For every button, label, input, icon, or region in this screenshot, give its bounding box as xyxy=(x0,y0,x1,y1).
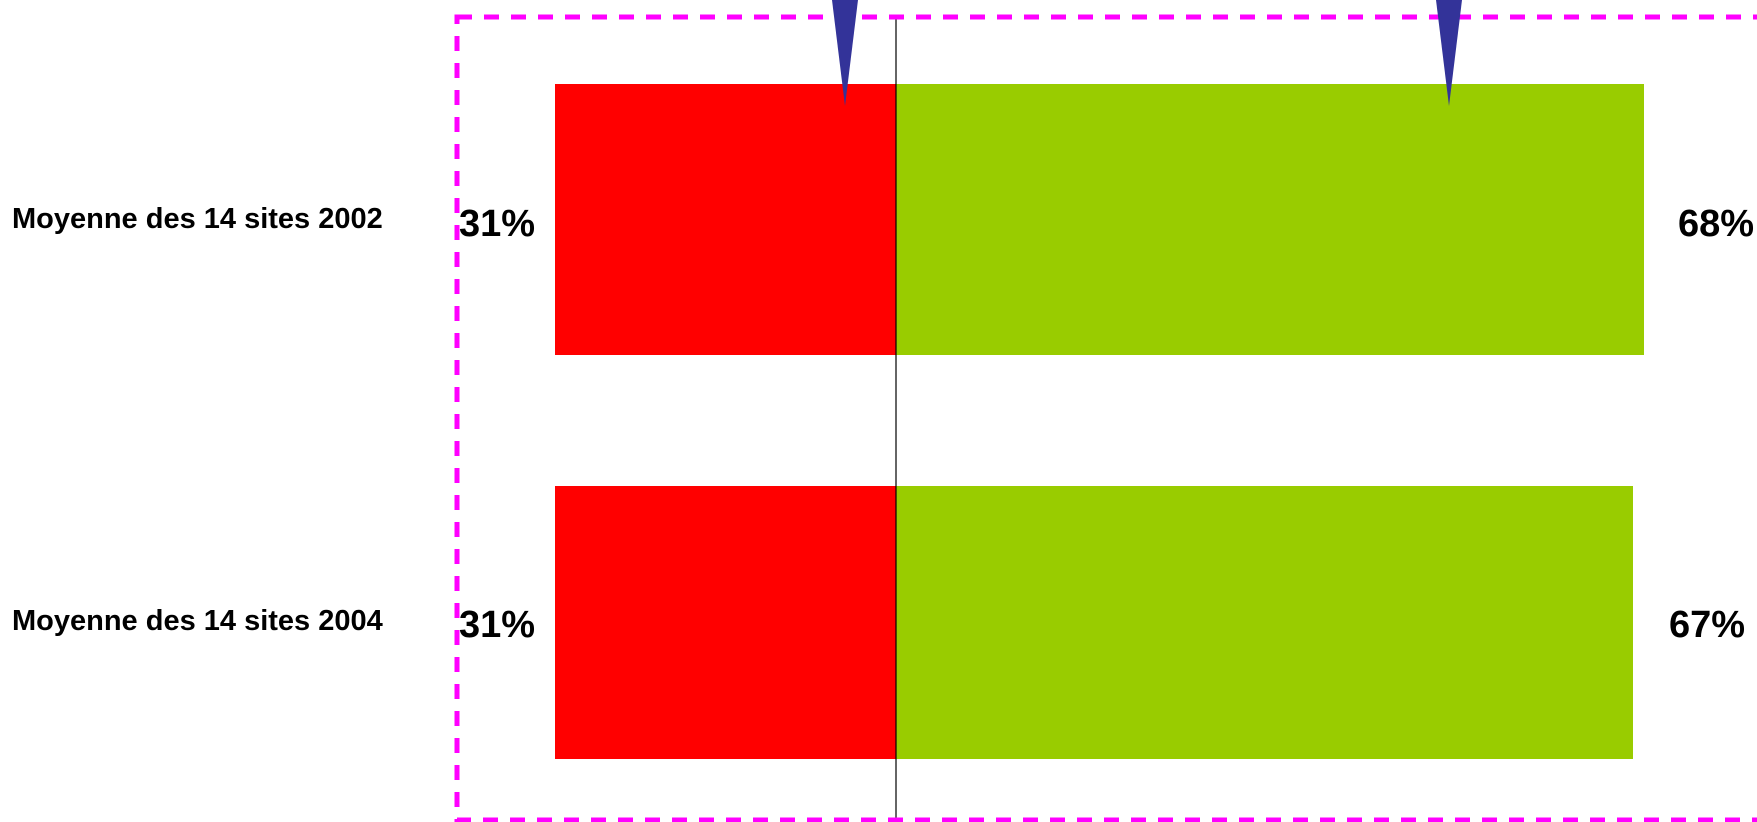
data-label: 31% xyxy=(459,604,535,646)
bar-segment xyxy=(896,486,1633,759)
data-label: 31% xyxy=(459,203,535,245)
bar-segment xyxy=(896,84,1644,355)
category-label: Moyenne des 14 sites 2002 xyxy=(12,203,383,235)
markers-group xyxy=(832,0,1462,106)
data-label: 68% xyxy=(1678,203,1754,245)
category-label: Moyenne des 14 sites 2004 xyxy=(12,605,383,637)
bar-segment xyxy=(555,84,896,355)
triangle-marker xyxy=(832,0,858,106)
triangle-marker xyxy=(1436,0,1462,106)
bar-segment xyxy=(555,486,896,759)
data-label: 67% xyxy=(1669,604,1745,646)
dashed-highlight-frame xyxy=(454,14,1757,822)
bars-group xyxy=(555,84,1644,759)
